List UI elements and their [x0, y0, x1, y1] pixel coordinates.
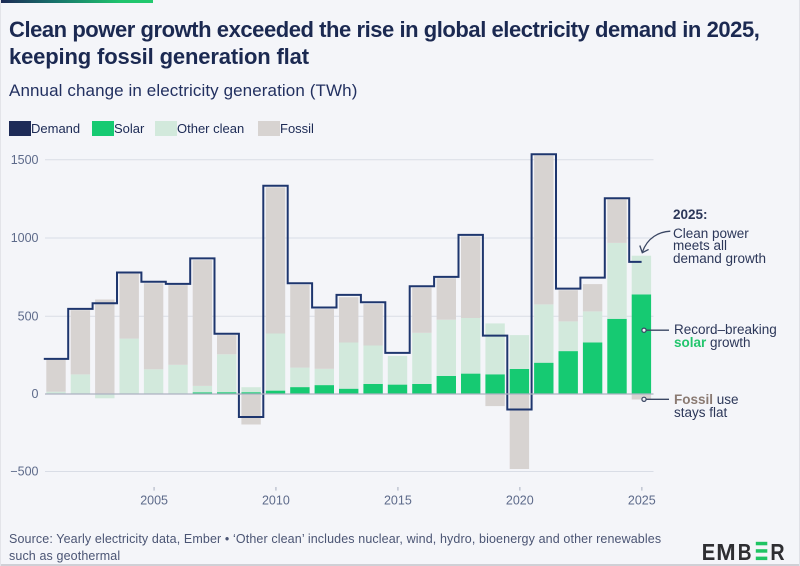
svg-text:2015: 2015 [384, 494, 412, 508]
svg-text:2020: 2020 [506, 494, 534, 508]
svg-text:M: M [716, 539, 735, 564]
svg-text:B: B [738, 539, 752, 564]
svg-text:1000: 1000 [11, 231, 39, 245]
svg-text:500: 500 [18, 310, 39, 324]
svg-text:2025: 2025 [628, 494, 656, 508]
svg-text:E: E [702, 539, 716, 564]
svg-text:−500: −500 [10, 465, 38, 479]
svg-text:2010: 2010 [262, 494, 290, 508]
svg-text:1500: 1500 [11, 153, 39, 167]
svg-text:R: R [770, 539, 785, 564]
svg-text:0: 0 [32, 387, 39, 401]
svg-text:2005: 2005 [140, 494, 168, 508]
